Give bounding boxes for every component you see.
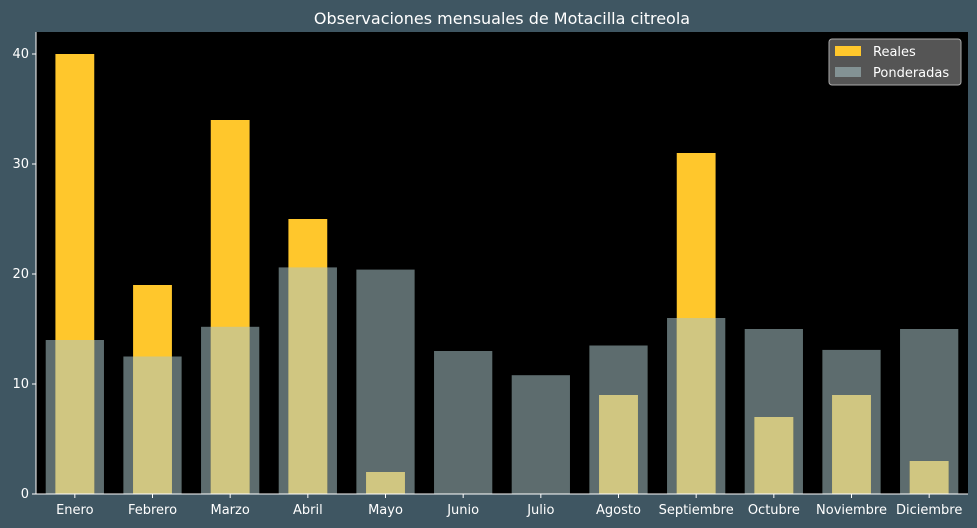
y-tick-label: 20 [12,267,29,282]
x-tick-label: Enero [56,503,94,518]
x-tick-label: Octubre [748,503,800,518]
x-tick-label: Noviembre [816,503,887,518]
overlap-agosto [599,395,638,494]
x-tick-label: Diciembre [896,503,962,518]
legend-label-ponderadas: Ponderadas [873,66,949,81]
legend-swatch-ponderadas [835,67,861,77]
x-tick-label: Marzo [211,503,250,518]
x-tick-label: Junio [446,503,479,518]
chart-title: Observaciones mensuales de Motacilla cit… [314,9,690,28]
overlap-mayo [366,472,405,494]
overlap-marzo [210,326,250,494]
overlap-octubre [754,417,794,494]
legend-swatch-reales [835,46,861,56]
overlap-noviembre [832,395,871,494]
x-tick-label: Septiembre [659,503,734,518]
legend: Reales Ponderadas [828,38,962,86]
x-tick-label: Febrero [128,503,177,518]
overlap-febrero [133,356,172,494]
x-tick-label: Julio [526,503,554,518]
overlap-layer [55,267,949,494]
overlap-abril [288,267,328,494]
overlap-septiembre [676,318,716,494]
axes: 0 10 20 30 40 Enero Febrero Marzo Abril Mayo Junio… [12,32,968,518]
bar-ponderadas-mayo [356,269,415,494]
y-tick-label: 40 [12,47,29,62]
legend-box [828,38,962,86]
overlap-diciembre [909,461,949,494]
bar-ponderadas-julio [511,375,570,494]
series-reales [55,54,949,494]
x-tick-label: Agosto [596,503,641,518]
legend-label-reales: Reales [873,45,916,60]
x-tick-label: Abril [293,503,323,518]
x-tick-label: Mayo [368,503,403,518]
y-tick-label: 0 [21,487,29,502]
overlap-enero [55,340,95,494]
plot-area [36,32,968,494]
y-tick-label: 10 [12,377,29,392]
bar-ponderadas-junio [434,351,493,494]
y-tick-label: 30 [12,157,29,172]
